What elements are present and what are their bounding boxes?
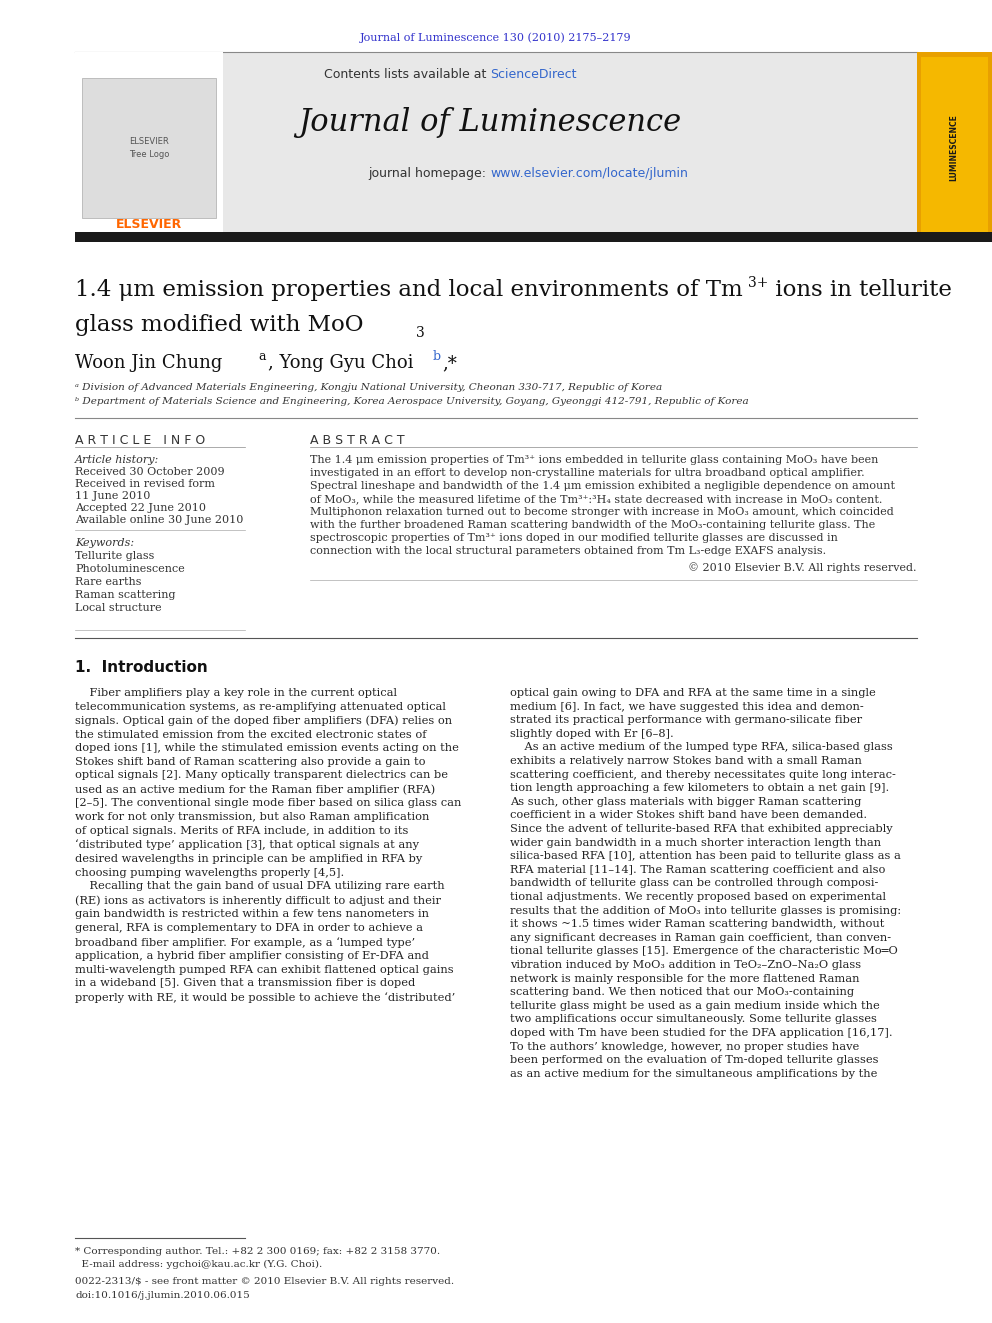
Text: optical gain owing to DFA and RFA at the same time in a single
medium [6]. In fa: optical gain owing to DFA and RFA at the… <box>510 688 901 1078</box>
Text: Tellurite glass: Tellurite glass <box>75 550 155 561</box>
Text: www.elsevier.com/locate/jlumin: www.elsevier.com/locate/jlumin <box>490 168 687 180</box>
Text: Keywords:: Keywords: <box>75 538 134 548</box>
Text: Rare earths: Rare earths <box>75 577 142 587</box>
Text: 11 June 2010: 11 June 2010 <box>75 491 151 501</box>
Text: 3+: 3+ <box>748 277 769 290</box>
Text: Journal of Luminescence 130 (2010) 2175–2179: Journal of Luminescence 130 (2010) 2175–… <box>360 33 632 44</box>
Text: spectroscopic properties of Tm³⁺ ions doped in our modified tellurite glasses ar: spectroscopic properties of Tm³⁺ ions do… <box>310 533 838 542</box>
Text: 1.4 μm emission properties and local environments of Tm: 1.4 μm emission properties and local env… <box>75 279 743 302</box>
FancyBboxPatch shape <box>917 52 992 235</box>
Text: of MoO₃, while the measured lifetime of the Tm³⁺:³H₄ state decreased with increa: of MoO₃, while the measured lifetime of … <box>310 493 882 504</box>
Text: E-mail address: ygchoi@kau.ac.kr (Y.G. Choi).: E-mail address: ygchoi@kau.ac.kr (Y.G. C… <box>75 1259 322 1269</box>
Text: Woon Jin Chung: Woon Jin Chung <box>75 355 222 372</box>
Text: , Yong Gyu Choi: , Yong Gyu Choi <box>268 355 414 372</box>
Text: glass modified with MoO: glass modified with MoO <box>75 314 363 336</box>
Text: investigated in an effort to develop non-crystalline materials for ultra broadba: investigated in an effort to develop non… <box>310 468 865 478</box>
Text: Spectral lineshape and bandwidth of the 1.4 μm emission exhibited a negligible d: Spectral lineshape and bandwidth of the … <box>310 482 895 491</box>
Text: journal homepage:: journal homepage: <box>368 168 490 180</box>
Text: Multiphonon relaxation turned out to become stronger with increase in MoO₃ amoun: Multiphonon relaxation turned out to bec… <box>310 507 894 517</box>
FancyBboxPatch shape <box>75 52 223 235</box>
Text: ScienceDirect: ScienceDirect <box>490 69 576 82</box>
Text: A R T I C L E   I N F O: A R T I C L E I N F O <box>75 434 205 446</box>
Text: b: b <box>433 349 441 363</box>
Text: doi:10.1016/j.jlumin.2010.06.015: doi:10.1016/j.jlumin.2010.06.015 <box>75 1290 250 1299</box>
Text: ELSEVIER: ELSEVIER <box>116 217 183 230</box>
FancyBboxPatch shape <box>75 52 917 235</box>
Text: ᵇ Department of Materials Science and Engineering, Korea Aerospace University, G: ᵇ Department of Materials Science and En… <box>75 397 749 406</box>
Text: Local structure: Local structure <box>75 603 162 613</box>
Text: A B S T R A C T: A B S T R A C T <box>310 434 405 446</box>
Text: © 2010 Elsevier B.V. All rights reserved.: © 2010 Elsevier B.V. All rights reserved… <box>688 562 917 573</box>
Text: ELSEVIER
Tree Logo: ELSEVIER Tree Logo <box>129 138 170 159</box>
Text: Fiber amplifiers play a key role in the current optical
telecommunication system: Fiber amplifiers play a key role in the … <box>75 688 461 1003</box>
Text: ions in tellurite: ions in tellurite <box>768 279 952 302</box>
Text: Accepted 22 June 2010: Accepted 22 June 2010 <box>75 503 206 513</box>
Text: Journal of Luminescence: Journal of Luminescence <box>299 106 682 138</box>
Text: Article history:: Article history: <box>75 455 160 464</box>
Text: ᵃ Division of Advanced Materials Engineering, Kongju National University, Cheona: ᵃ Division of Advanced Materials Enginee… <box>75 382 662 392</box>
Text: LUMINESCENCE: LUMINESCENCE <box>949 115 958 181</box>
Text: Available online 30 June 2010: Available online 30 June 2010 <box>75 515 243 525</box>
Text: * Corresponding author. Tel.: +82 2 300 0169; fax: +82 2 3158 3770.: * Corresponding author. Tel.: +82 2 300 … <box>75 1246 440 1256</box>
FancyBboxPatch shape <box>75 232 992 242</box>
Text: 1.  Introduction: 1. Introduction <box>75 659 207 675</box>
Text: 3: 3 <box>416 325 425 340</box>
Text: Received 30 October 2009: Received 30 October 2009 <box>75 467 224 478</box>
FancyBboxPatch shape <box>921 57 988 232</box>
Text: connection with the local structural parameters obtained from Tm L₃-edge EXAFS a: connection with the local structural par… <box>310 546 826 556</box>
Text: Photoluminescence: Photoluminescence <box>75 564 185 574</box>
Text: Raman scattering: Raman scattering <box>75 590 176 601</box>
Text: The 1.4 μm emission properties of Tm³⁺ ions embedded in tellurite glass containi: The 1.4 μm emission properties of Tm³⁺ i… <box>310 455 878 464</box>
Text: a: a <box>258 349 266 363</box>
FancyBboxPatch shape <box>82 78 216 218</box>
Text: ,*: ,* <box>442 355 457 372</box>
Text: Contents lists available at: Contents lists available at <box>323 69 490 82</box>
Text: 0022-2313/$ - see front matter © 2010 Elsevier B.V. All rights reserved.: 0022-2313/$ - see front matter © 2010 El… <box>75 1278 454 1286</box>
Text: with the further broadened Raman scattering bandwidth of the MoO₃-containing tel: with the further broadened Raman scatter… <box>310 520 875 531</box>
Text: Received in revised form: Received in revised form <box>75 479 215 490</box>
